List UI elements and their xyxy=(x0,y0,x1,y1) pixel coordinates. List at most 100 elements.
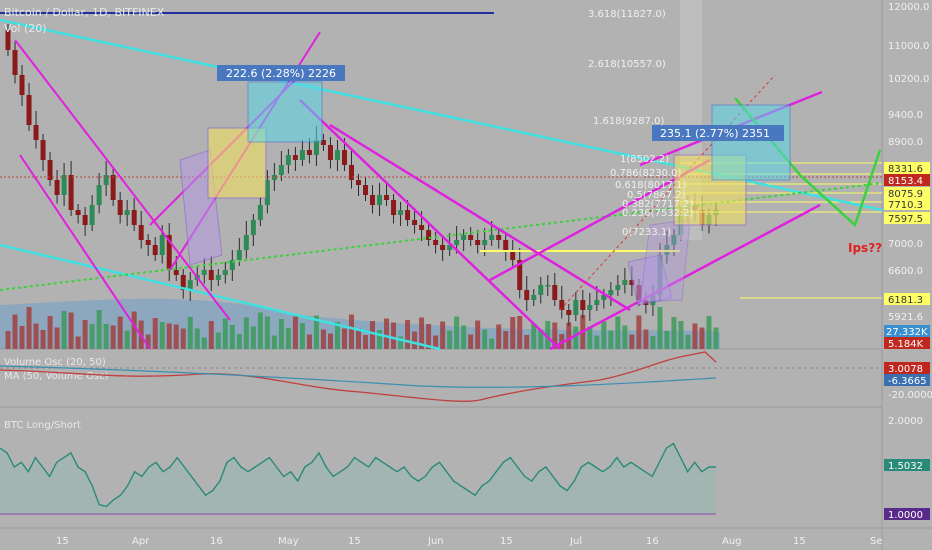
volume-bar xyxy=(545,321,551,349)
candle-body xyxy=(482,240,488,245)
volume-bar xyxy=(285,328,291,349)
candle-body xyxy=(145,240,151,245)
candle-body xyxy=(552,285,558,300)
svg-text:Jul: Jul xyxy=(569,536,582,547)
candle-body xyxy=(173,270,179,275)
candle-body xyxy=(306,150,312,155)
volume-bar xyxy=(370,321,376,349)
candle-body xyxy=(110,175,116,200)
volume-bar xyxy=(201,337,207,349)
candle-body xyxy=(461,235,467,240)
osc-badge-blue xyxy=(884,374,930,386)
candle-body xyxy=(671,235,677,245)
candle-body xyxy=(327,145,333,160)
candle-body xyxy=(117,200,123,215)
volume-bar xyxy=(103,324,109,349)
volume-bar xyxy=(257,312,263,349)
svg-text:16: 16 xyxy=(210,536,223,547)
symbol-title: Bitcoin / Dollar, 1D, BITFINEX xyxy=(4,6,165,19)
svg-text:5.184K: 5.184K xyxy=(888,339,924,350)
volume-bar xyxy=(320,329,326,349)
candle-body xyxy=(243,235,249,250)
volume-bar xyxy=(348,314,354,349)
candle-body xyxy=(96,185,102,205)
volume-bar xyxy=(657,307,663,349)
volume-bar xyxy=(629,334,635,349)
svg-text:27.332K: 27.332K xyxy=(886,327,928,338)
svg-text:1.0000: 1.0000 xyxy=(888,510,923,521)
candle-body xyxy=(124,210,130,215)
candle-body xyxy=(138,225,144,240)
volume-bar xyxy=(208,321,214,349)
volume-bar xyxy=(566,322,572,349)
svg-text:1.618(9287.0): 1.618(9287.0) xyxy=(593,116,665,127)
svg-text:2.618(10557.0): 2.618(10557.0) xyxy=(588,59,666,70)
volume-bar xyxy=(250,326,256,349)
volume-bar xyxy=(594,335,600,349)
candle-body xyxy=(566,310,572,315)
volume-bar xyxy=(461,325,467,349)
price-scale: 12000.0 11000.0 10200.0 9400.0 8900.0 70… xyxy=(888,2,929,277)
candle-body xyxy=(12,50,18,75)
volume-bar xyxy=(82,320,88,349)
candle-body xyxy=(398,210,404,215)
volume-bar xyxy=(68,312,74,349)
candle-body xyxy=(313,140,319,155)
volume-bar xyxy=(61,311,67,349)
volume-bar xyxy=(187,317,193,349)
svg-text:7000.0: 7000.0 xyxy=(888,239,923,250)
volume-bar xyxy=(671,317,677,349)
candle-body xyxy=(468,235,474,240)
ls-badge-purple xyxy=(884,508,930,520)
volume-bar xyxy=(573,326,579,349)
ls-scale-label: 2.0000 xyxy=(888,416,923,427)
volume-bar xyxy=(706,316,712,349)
candle-body xyxy=(440,245,446,250)
volume-bar xyxy=(468,334,474,349)
volume-bar xyxy=(377,330,383,349)
volume-bar xyxy=(643,329,649,349)
volume-bar xyxy=(587,326,593,349)
candle-body xyxy=(215,275,221,280)
volume-bar xyxy=(692,323,698,349)
volume-bar xyxy=(75,336,81,349)
volume-bar xyxy=(440,321,446,349)
candle-body xyxy=(320,140,326,145)
candle-body xyxy=(152,245,158,255)
volume-bar xyxy=(152,318,158,349)
volume-bar xyxy=(447,330,453,349)
candle-body xyxy=(496,235,502,240)
volume-bar xyxy=(538,330,544,349)
measure-box-jul xyxy=(652,125,784,141)
volume-bar xyxy=(412,331,418,349)
candle-body xyxy=(341,150,347,165)
volume-bar xyxy=(54,327,60,349)
volume-bar xyxy=(608,330,614,349)
candle-body xyxy=(377,195,383,205)
candle-body xyxy=(19,75,25,95)
candle-body xyxy=(82,215,88,225)
candle-body xyxy=(222,270,228,275)
svg-text:8900.0: 8900.0 xyxy=(888,137,923,148)
volume-bar xyxy=(26,307,32,349)
volume-bar xyxy=(215,332,221,349)
volume-osc-ma-line xyxy=(0,365,717,388)
volume-bar xyxy=(685,335,691,349)
annotation-boxes xyxy=(179,81,791,306)
svg-text:11000.0: 11000.0 xyxy=(888,41,929,52)
time-axis: 15 Apr 16 May 15 Jun 15 Jul 16 Aug 15 Se xyxy=(56,536,883,547)
measure-label-jul: 235.1 (2.77%) 2351 xyxy=(660,127,770,140)
volume-bars xyxy=(5,307,719,349)
volume-bar xyxy=(131,311,137,349)
candle-body xyxy=(166,235,172,270)
volume-bar xyxy=(531,323,537,349)
volume-bar xyxy=(194,328,200,349)
candle-body xyxy=(68,175,74,210)
candle-body xyxy=(54,180,60,195)
volume-bar xyxy=(454,316,460,349)
volume-bar xyxy=(355,328,361,349)
volume-bar xyxy=(363,335,369,349)
volume-bar xyxy=(517,316,523,349)
volume-bar xyxy=(110,325,116,349)
candle-body xyxy=(545,285,551,287)
